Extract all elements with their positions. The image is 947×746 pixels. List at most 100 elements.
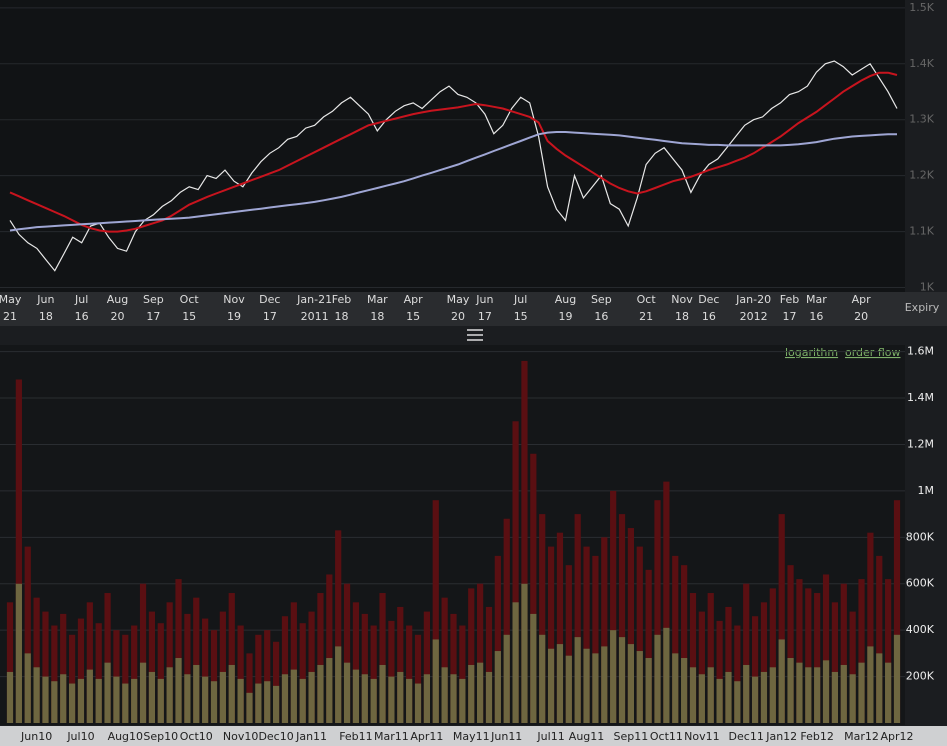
volume-bar [184,674,191,723]
volume-bar [565,565,572,723]
y-tick-label: 1M [918,484,935,497]
volume-bar [636,651,643,723]
volume-bar [148,611,156,723]
volume-bar [343,583,351,723]
x-tick-label: Apr [852,293,872,306]
volume-bar [459,625,466,723]
x-tick-label: Dec10 [258,730,293,743]
volume-bar [308,671,315,723]
volume-bar [503,518,510,723]
volume-bar [885,579,892,723]
x-tick-label: Jan-21 [296,293,332,306]
volume-bar [68,634,76,723]
volume-bar [184,613,191,723]
volume-bar [663,627,670,723]
volume-bar [6,602,14,723]
volume-bar [166,667,173,723]
volume-bar [547,546,555,723]
resize-handle[interactable] [467,329,483,341]
volume-bar [592,653,599,723]
x-tick-sublabel: 20 [854,310,868,323]
volume-bar [627,528,635,723]
volume-bar [157,623,164,723]
volume-bar [335,530,342,723]
x-tick-label: Nov10 [223,730,258,743]
volume-bar [450,674,457,723]
order-flow-link[interactable]: order flow [845,346,900,359]
volume-bar [450,613,457,723]
logarithm-link[interactable]: logarithm [785,346,838,359]
volume-bar [831,671,839,723]
x-tick-label: Oct10 [180,730,213,743]
moving-average [9,71,898,233]
volume-bar [539,514,546,723]
volume-bar [95,678,102,723]
y-tick-label: 1.4M [907,391,934,404]
volume-bar [210,681,218,723]
volume-bar [530,613,537,723]
x-tick-label: Feb11 [339,730,372,743]
volume-bar [698,611,705,723]
x-tick-sublabel: 21 [3,310,17,323]
x-tick-sublabel: 2011 [301,310,329,323]
volume-bar [459,678,466,723]
volume-bar [139,583,147,723]
volume-bar [228,664,235,723]
x-tick-sublabel: 21 [639,310,653,323]
volume-bar [885,662,892,723]
volume-bar [610,630,617,723]
volume-bar [432,500,439,723]
volume-bar [556,644,564,723]
x-tick-sublabel: 18 [39,310,53,323]
x-tick-label: Jul11 [536,730,564,743]
volume-bar [51,681,58,723]
x-tick-label: Oct [637,293,657,306]
volume-bar [219,671,226,723]
volume-bar [796,662,803,723]
volume-bar [77,678,85,723]
volume-bar [689,593,697,723]
x-tick-sublabel: 16 [809,310,823,323]
x-tick-label: Nov [671,293,693,306]
volume-bar [485,671,493,723]
volume-bar [583,648,590,723]
x-tick-label: Aug [555,293,576,306]
x-tick-sublabel: 16 [702,310,716,323]
x-tick-label: Apr12 [880,730,913,743]
x-tick-sublabel: 19 [227,310,241,323]
volume-bar [299,678,306,723]
x-tick-label: Nov11 [684,730,719,743]
volume-bar [104,593,111,723]
volume-bar [468,588,475,723]
volume-bar [352,669,360,723]
x-tick-label: Dec [698,293,719,306]
x-tick-label: Jun [36,293,54,306]
x-tick-label: Jan-20 [735,293,771,306]
volume-bar [95,623,102,723]
y-tick-label: 1.5K [909,1,934,14]
volume-bar [831,602,839,723]
volume-bar [769,588,776,723]
x-tick-label: Jun11 [490,730,522,743]
x-tick-label: Dec11 [729,730,764,743]
volume-bar [122,634,129,723]
volume-bar [202,676,209,723]
volume-bar [335,646,342,723]
volume-bar [716,678,723,723]
volume-bar [716,620,723,723]
volume-bar [237,625,244,723]
volume-bar [388,676,395,723]
x-tick-label: May [447,293,470,306]
volume-bar [6,671,14,723]
x-tick-label: Mar12 [844,730,879,743]
volume-bar [805,588,812,723]
volume-bar [698,674,705,723]
volume-bar [477,662,484,723]
volume-bar [743,664,750,723]
volume-bar [272,641,280,723]
x-tick-label: May11 [453,730,490,743]
x-tick-label: Apr [404,293,424,306]
volume-bar [778,514,785,723]
volume-bar [406,678,413,723]
volume-bar [822,660,830,723]
